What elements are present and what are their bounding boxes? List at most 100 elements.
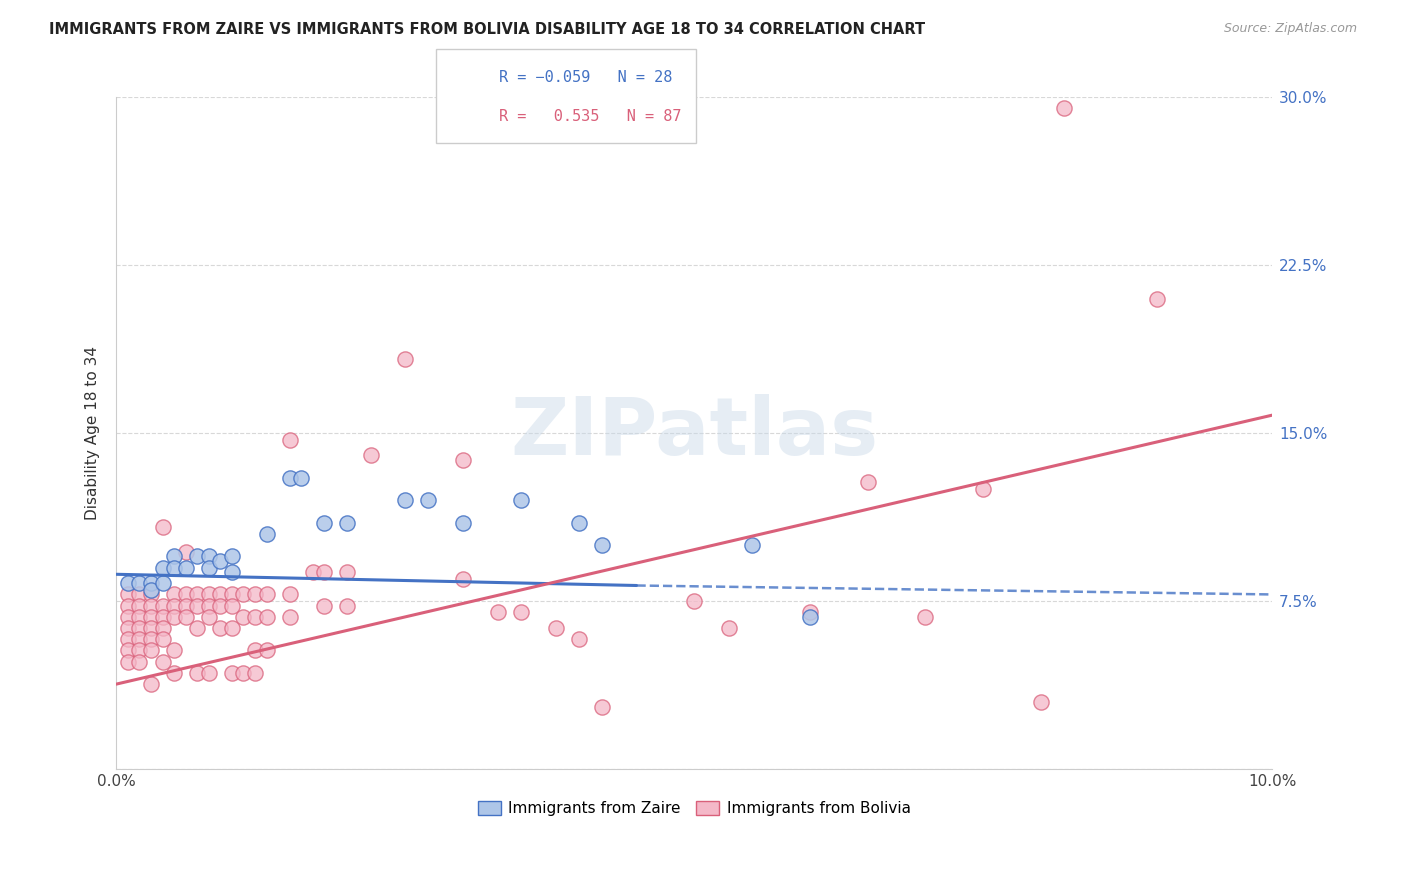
Text: R = −0.059   N = 28: R = −0.059 N = 28	[499, 70, 672, 85]
Point	[232, 610, 254, 624]
Point	[314, 565, 336, 579]
Point	[128, 587, 150, 601]
Point	[290, 471, 312, 485]
Point	[972, 482, 994, 496]
Point	[256, 643, 278, 657]
Point	[243, 610, 266, 624]
Point	[394, 352, 416, 367]
Point	[336, 565, 359, 579]
Point	[117, 610, 139, 624]
Point	[232, 665, 254, 680]
Point	[152, 632, 174, 647]
Point	[683, 594, 706, 608]
Point	[209, 621, 232, 635]
Point	[301, 565, 323, 579]
Point	[278, 471, 301, 485]
Point	[186, 665, 208, 680]
Point	[394, 493, 416, 508]
Point	[117, 621, 139, 635]
Point	[451, 572, 474, 586]
Point	[197, 587, 219, 601]
Point	[451, 453, 474, 467]
Text: ZIPatlas: ZIPatlas	[510, 394, 879, 472]
Point	[139, 599, 162, 613]
Point	[152, 610, 174, 624]
Point	[741, 538, 763, 552]
Point	[799, 610, 821, 624]
Point	[336, 516, 359, 530]
Point	[152, 576, 174, 591]
Point	[117, 632, 139, 647]
Point	[174, 545, 197, 559]
Point	[197, 549, 219, 564]
Point	[117, 576, 139, 591]
Point	[128, 621, 150, 635]
Point	[256, 527, 278, 541]
Point	[128, 610, 150, 624]
Point	[221, 565, 243, 579]
Point	[139, 610, 162, 624]
Point	[418, 493, 440, 508]
Point	[243, 665, 266, 680]
Point	[186, 587, 208, 601]
Point	[163, 643, 186, 657]
Point	[152, 560, 174, 574]
Point	[139, 621, 162, 635]
Point	[221, 549, 243, 564]
Point	[128, 599, 150, 613]
Point	[128, 576, 150, 591]
Point	[256, 610, 278, 624]
Point	[209, 599, 232, 613]
Point	[568, 516, 591, 530]
Point	[799, 606, 821, 620]
Point	[197, 610, 219, 624]
Point	[117, 643, 139, 657]
Point	[243, 587, 266, 601]
Point	[486, 606, 509, 620]
Point	[139, 677, 162, 691]
Text: R =   0.535   N = 87: R = 0.535 N = 87	[499, 110, 682, 124]
Point	[914, 610, 936, 624]
Point	[568, 632, 591, 647]
Point	[209, 554, 232, 568]
Point	[256, 587, 278, 601]
Point	[163, 665, 186, 680]
Point	[139, 643, 162, 657]
Point	[1146, 292, 1168, 306]
Point	[278, 587, 301, 601]
Point	[163, 587, 186, 601]
Point	[174, 610, 197, 624]
Point	[717, 621, 740, 635]
Point	[152, 599, 174, 613]
Point	[163, 560, 186, 574]
Point	[186, 549, 208, 564]
Point	[243, 643, 266, 657]
Point	[139, 576, 162, 591]
Point	[163, 549, 186, 564]
Point	[128, 643, 150, 657]
Point	[278, 610, 301, 624]
Point	[1053, 101, 1076, 115]
Point	[174, 560, 197, 574]
Point	[152, 655, 174, 669]
Point	[117, 587, 139, 601]
Point	[360, 449, 382, 463]
Point	[163, 610, 186, 624]
Point	[232, 587, 254, 601]
Point	[139, 632, 162, 647]
Point	[544, 621, 567, 635]
Point	[186, 599, 208, 613]
Point	[174, 587, 197, 601]
Point	[128, 632, 150, 647]
Y-axis label: Disability Age 18 to 34: Disability Age 18 to 34	[86, 346, 100, 520]
Point	[152, 621, 174, 635]
Point	[314, 516, 336, 530]
Point	[509, 606, 531, 620]
Point	[278, 433, 301, 447]
Point	[1029, 695, 1052, 709]
Point	[221, 599, 243, 613]
Legend: Immigrants from Zaire, Immigrants from Bolivia: Immigrants from Zaire, Immigrants from B…	[472, 795, 917, 822]
Text: IMMIGRANTS FROM ZAIRE VS IMMIGRANTS FROM BOLIVIA DISABILITY AGE 18 TO 34 CORRELA: IMMIGRANTS FROM ZAIRE VS IMMIGRANTS FROM…	[49, 22, 925, 37]
Point	[197, 560, 219, 574]
Point	[209, 587, 232, 601]
